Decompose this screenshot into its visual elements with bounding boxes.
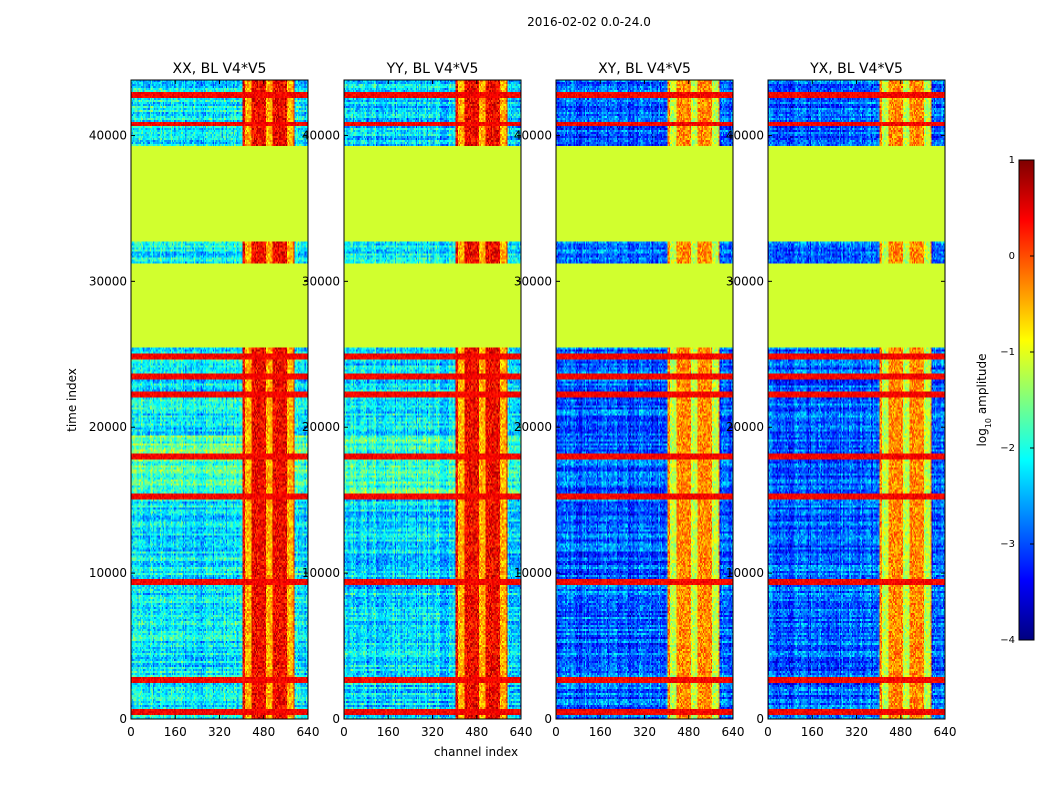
figure-suptitle: 2016-02-02 0.0-24.0 <box>527 15 651 29</box>
heatmap-image <box>131 80 308 719</box>
x-tick-label: 640 <box>722 725 745 739</box>
x-tick-label: 480 <box>677 725 700 739</box>
y-tick-label: 30000 <box>89 274 127 288</box>
panels-group: XX, BL V4*V5 0 160 320 480 640 0 10000 20000 3000… <box>89 61 957 739</box>
y-tick-label: 20000 <box>89 420 127 434</box>
x-tick-label: 0 <box>764 725 772 739</box>
y-tick-label: 0 <box>756 712 764 726</box>
colorbar: −4 −3 −2 −1 0 1 log10 amplitude <box>975 155 1035 646</box>
panel-title: XX, BL V4*V5 <box>173 61 267 77</box>
y-tick-label: 30000 <box>514 274 552 288</box>
panel-1: XX, BL V4*V5 0 160 320 480 640 0 10000 20000 3000… <box>89 61 320 739</box>
x-tick-label: 320 <box>633 725 656 739</box>
panel-4: YX, BL V4*V5 0 160 320 480 640 0 10000 20000 3000… <box>726 61 957 739</box>
x-tick-label: 0 <box>552 725 560 739</box>
x-tick-label: 0 <box>340 725 348 739</box>
x-tick-label: 480 <box>252 725 275 739</box>
x-tick-label: 160 <box>164 725 187 739</box>
colorbar-label: log10 amplitude <box>975 354 993 447</box>
y-tick-label: 10000 <box>302 566 340 580</box>
y-tick-label: 0 <box>119 712 127 726</box>
y-tick-label: 40000 <box>89 128 127 142</box>
panel-title: XY, BL V4*V5 <box>598 61 691 77</box>
y-tick-label: 30000 <box>302 274 340 288</box>
x-tick-label: 0 <box>127 725 135 739</box>
panel-2: YY, BL V4*V5 0 160 320 480 640 0 10000 20000 3000… <box>302 61 533 739</box>
y-tick-label: 40000 <box>514 128 552 142</box>
y-tick-label: 0 <box>332 712 340 726</box>
heatmap-image <box>344 80 521 719</box>
x-tick-label: 480 <box>465 725 488 739</box>
x-tick-label: 640 <box>510 725 533 739</box>
x-tick-label: 160 <box>377 725 400 739</box>
x-tick-label: 160 <box>589 725 612 739</box>
colorbar-tick-label: −4 <box>1000 635 1015 646</box>
x-tick-label: 320 <box>421 725 444 739</box>
panel-title: YX, BL V4*V5 <box>809 61 903 77</box>
x-tick-label: 640 <box>934 725 957 739</box>
x-tick-label: 320 <box>208 725 231 739</box>
y-tick-label: 10000 <box>89 566 127 580</box>
y-tick-label: 10000 <box>514 566 552 580</box>
y-axis-label: time index <box>65 368 79 432</box>
y-tick-label: 30000 <box>726 274 764 288</box>
y-tick-label: 40000 <box>726 128 764 142</box>
panel-3: XY, BL V4*V5 0 160 320 480 640 0 10000 20000 3000… <box>514 61 745 739</box>
y-tick-label: 20000 <box>726 420 764 434</box>
y-tick-label: 20000 <box>514 420 552 434</box>
heatmap-image <box>556 80 733 719</box>
colorbar-tick-label: 0 <box>1009 251 1015 262</box>
x-tick-label: 640 <box>297 725 320 739</box>
panel-title: YY, BL V4*V5 <box>386 61 479 77</box>
heatmap-image <box>768 80 945 719</box>
y-tick-label: 0 <box>544 712 552 726</box>
colorbar-tick-label: −2 <box>1000 443 1015 454</box>
colorbar-tick-label: −3 <box>1000 539 1015 550</box>
x-axis-label: channel index <box>434 745 518 759</box>
colorbar-tick-label: 1 <box>1009 155 1015 166</box>
y-tick-label: 10000 <box>726 566 764 580</box>
y-tick-label: 40000 <box>302 128 340 142</box>
x-tick-label: 160 <box>801 725 824 739</box>
y-tick-label: 20000 <box>302 420 340 434</box>
x-tick-label: 480 <box>889 725 912 739</box>
x-tick-label: 320 <box>845 725 868 739</box>
colorbar-tick-label: −1 <box>1000 347 1015 358</box>
colorbar-gradient <box>1018 159 1035 641</box>
